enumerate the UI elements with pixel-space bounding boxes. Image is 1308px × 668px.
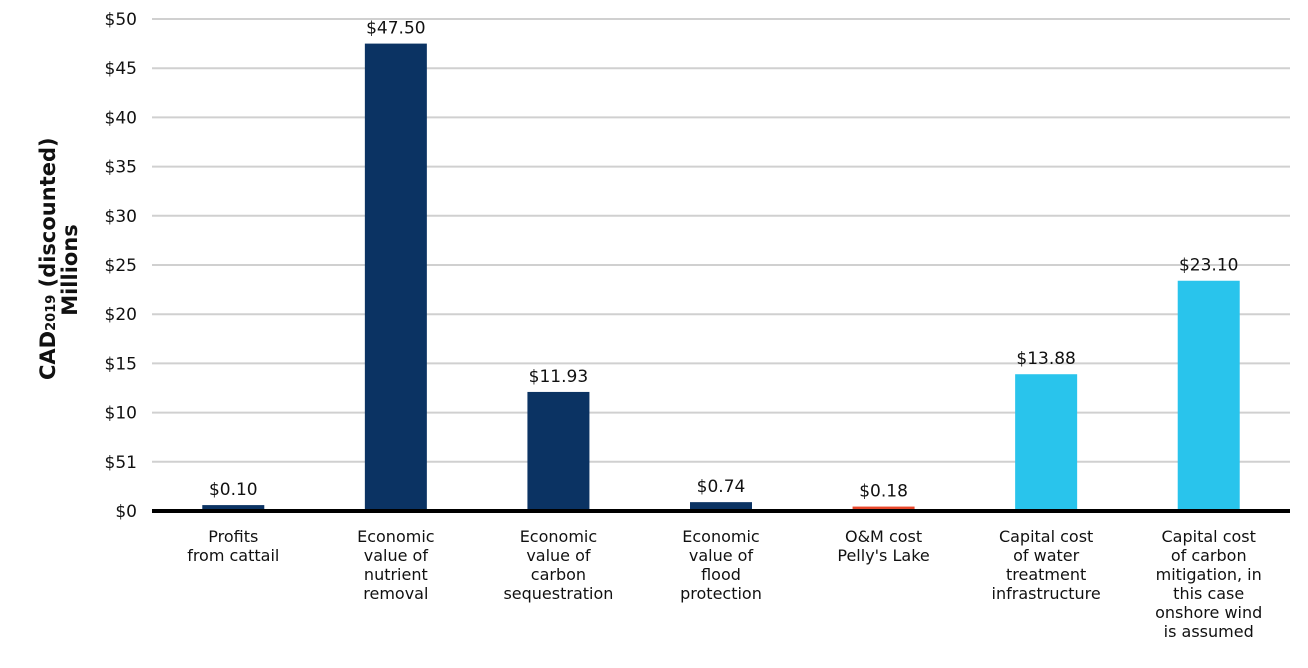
- y-tick-label: $0: [115, 502, 137, 522]
- x-category-label-line: carbon: [530, 565, 587, 584]
- bar: [1177, 280, 1240, 511]
- x-category-label-line: mitigation, in: [1155, 565, 1262, 584]
- bars: [202, 43, 1240, 511]
- x-category-label-line: flood: [701, 565, 741, 584]
- x-category-label-line: onshore wind: [1155, 603, 1263, 622]
- bar-value-label: $23.10: [1179, 256, 1238, 276]
- y-axis-ticks: $0 $51 $10 $15 $20 $25 $30 $35 $40 $45 $50: [105, 10, 137, 522]
- x-category-label-line: value of: [526, 546, 591, 565]
- x-category-label-line: O&M cost: [844, 527, 923, 546]
- x-category-label-line: removal: [363, 584, 429, 603]
- y-axis-title-line2-text: Millions: [58, 224, 82, 316]
- y-axis-title-main: CAD: [36, 330, 60, 380]
- y-axis-title-subscript: 2019: [44, 294, 59, 331]
- y-axis-title-line-2: Millions: [58, 160, 82, 380]
- x-category-label-line: infrastructure: [991, 584, 1101, 603]
- x-category-label: Profits from cattail: [153, 527, 313, 565]
- y-tick-label: $45: [105, 59, 137, 79]
- y-tick-label: $50: [105, 10, 137, 30]
- bar-value-label: $13.88: [1016, 349, 1075, 369]
- bar: [202, 505, 265, 511]
- x-category-label-line: Economic: [357, 527, 435, 546]
- bar: [690, 502, 752, 511]
- x-category-label-line: is assumed: [1163, 622, 1254, 641]
- x-category-label-line: Capital cost: [1161, 527, 1256, 546]
- x-category-label: Economic value of carbon sequestration: [478, 527, 638, 603]
- x-category-label-line: Economic: [519, 527, 598, 546]
- y-tick-label: $25: [105, 256, 137, 276]
- x-category-label-line: sequestration: [503, 584, 614, 603]
- bar-value-label: $47.50: [366, 19, 425, 39]
- bar: [1015, 374, 1078, 511]
- gridlines: [152, 18, 1290, 463]
- y-axis-title-line-1: CAD2019 (discounted): [36, 137, 60, 380]
- y-tick-label: $15: [105, 354, 137, 374]
- value-labels: $0.10 $47.50 $11.93 $0.74 $0.18 $13.88 $23.10: [209, 19, 1239, 502]
- x-category-label-line: Capital cost: [998, 527, 1094, 546]
- y-tick-label: $51: [105, 453, 137, 473]
- y-tick-label: $30: [105, 207, 137, 227]
- y-tick-label: $10: [105, 404, 137, 424]
- x-category-label-line: from cattail: [187, 546, 280, 565]
- y-axis-title: CAD2019 (discounted) Millions: [0, 0, 120, 520]
- bar-value-label: $0.10: [209, 480, 258, 500]
- y-tick-label: $20: [105, 305, 137, 325]
- x-category-label-line: treatment: [1006, 565, 1087, 584]
- x-category-label-line: value of: [363, 546, 428, 565]
- x-category-label-line: Economic: [682, 527, 760, 546]
- x-category-label-line: value of: [688, 546, 754, 565]
- bar: [527, 391, 590, 511]
- bar: [364, 43, 427, 511]
- x-category-label-line: Profits: [208, 527, 259, 546]
- x-category-label-line: Pelly's Lake: [837, 546, 930, 565]
- x-category-label: O&M cost Pelly's Lake: [804, 527, 964, 565]
- x-category-label-line: protection: [680, 584, 762, 603]
- x-category-label-line: nutrient: [363, 565, 428, 584]
- bar-value-label: $0.74: [697, 477, 746, 497]
- y-tick-label: $40: [105, 108, 137, 128]
- y-tick-label: $35: [105, 158, 137, 178]
- y-axis-title-rest: (discounted): [36, 137, 60, 295]
- bar-value-label: $0.18: [859, 482, 908, 502]
- bar: [852, 506, 915, 511]
- x-category-label-line: of water: [1013, 546, 1080, 565]
- bar-value-label: $11.93: [529, 367, 588, 387]
- x-category-label: Economic value of flood protection: [641, 527, 801, 603]
- x-category-label-line: this case: [1173, 584, 1245, 603]
- x-category-label: Capital cost of carbon mitigation, in this …: [1129, 527, 1289, 641]
- x-category-label: Capital cost of water treatment infrastruct…: [966, 527, 1126, 603]
- x-category-label: Economic value of nutrient removal: [316, 527, 476, 603]
- x-category-label-line: of carbon: [1170, 546, 1247, 565]
